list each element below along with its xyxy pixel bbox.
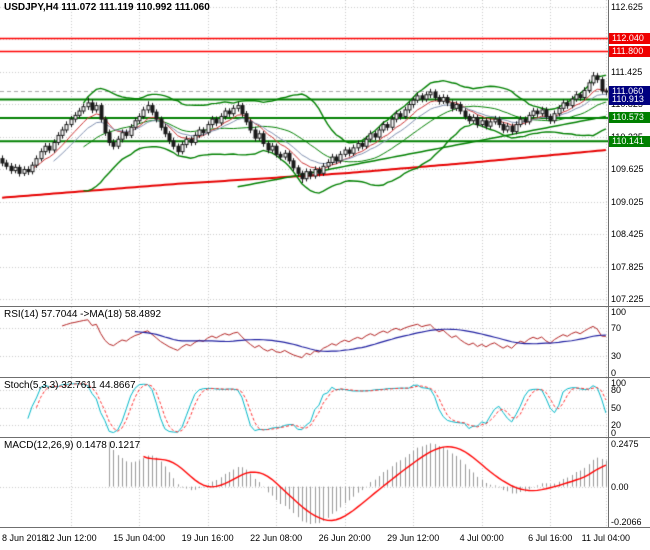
- macd-tick-label: 0.2475: [611, 439, 639, 449]
- rsi-tick-label: 70: [611, 323, 622, 333]
- price-level-label: 111.800: [609, 45, 650, 57]
- date-label: 22 Jun 08:00: [250, 533, 303, 543]
- stochastic-canvas[interactable]: [0, 378, 608, 437]
- rsi-header: RSI(14) 57.7044 ->MA(18) 58.4892: [4, 309, 162, 320]
- stoch-tick-label: 20: [611, 420, 622, 431]
- price-tick-label: 107.225: [611, 294, 644, 305]
- macd-panel: MACD(12,26,9) 0.1478 0.1217 0.2475 0.00 -0…: [0, 438, 650, 528]
- rsi-tick-label: 30: [611, 351, 622, 361]
- rsi-scale[interactable]: 100 70 30 0: [608, 307, 650, 378]
- date-label: 29 Jun 12:00: [387, 533, 440, 543]
- rsi-tick-label: 0: [611, 368, 617, 378]
- time-axis[interactable]: 8 Jun 2018 12 Jun 12:00 15 Jun 04:00 19 Jun…: [0, 528, 650, 550]
- price-scale[interactable]: 112.625112.025111.425110.825110.225109.6…: [608, 0, 650, 306]
- rsi-panel: RSI(14) 57.7044 ->MA(18) 58.4892 100 70 30…: [0, 307, 650, 378]
- rsi-tick-label: 100: [611, 307, 627, 317]
- price-level-label: 111.060: [609, 86, 650, 98]
- date-label: 6 Jul 16:00: [528, 533, 573, 543]
- date-label: 4 Jul 00:00: [459, 533, 504, 543]
- macd-scale[interactable]: 0.2475 0.00 -0.2066: [608, 438, 650, 527]
- price-tick-label: 108.425: [611, 229, 644, 240]
- main-chart-panel: USDJPY,H4 111.072 111.119 110.992 111.06…: [0, 0, 650, 307]
- macd-canvas[interactable]: [0, 438, 608, 527]
- price-tick-label: 107.825: [611, 261, 644, 272]
- macd-tick-label: 0.00: [611, 481, 629, 492]
- symbol-ohlc-header: USDJPY,H4 111.072 111.119 110.992 111.06…: [4, 2, 210, 13]
- date-label: 8 Jun 2018: [2, 533, 47, 543]
- price-tick-label: 109.625: [611, 164, 644, 175]
- price-tick-label: 111.425: [611, 66, 643, 77]
- stoch-tick-label: 80: [611, 384, 622, 395]
- date-label: 19 Jun 16:00: [181, 533, 234, 543]
- price-tick-label: 112.625: [611, 1, 643, 12]
- stoch-tick-label: 0: [611, 428, 617, 438]
- main-chart-canvas[interactable]: [0, 0, 608, 306]
- price-level-label: 110.913: [609, 93, 650, 105]
- stochastic-scale[interactable]: 100 80 50 20 0: [608, 378, 650, 438]
- price-level-label: 112.040: [609, 32, 650, 44]
- date-label: 12 Jun 12:00: [44, 533, 97, 543]
- rsi-canvas[interactable]: [0, 307, 608, 377]
- macd-header: MACD(12,26,9) 0.1478 0.1217: [4, 440, 141, 451]
- stochastic-panel: Stoch(5,3,3) 32.7611 44.8667 100 80 50 20 0: [0, 378, 650, 438]
- date-label: 15 Jun 04:00: [113, 533, 166, 543]
- price-tick-label: 109.025: [611, 196, 644, 207]
- stoch-tick-label: 50: [611, 402, 622, 413]
- stoch-tick-label: 100: [611, 378, 627, 388]
- date-label: 26 Jun 20:00: [318, 533, 371, 543]
- date-label: 11 Jul 04:00: [581, 533, 631, 543]
- price-level-label: 110.141: [609, 135, 650, 147]
- price-level-label: 110.573: [609, 112, 650, 124]
- stochastic-header: Stoch(5,3,3) 32.7611 44.8667: [4, 380, 136, 391]
- macd-tick-label: -0.2066: [611, 517, 642, 527]
